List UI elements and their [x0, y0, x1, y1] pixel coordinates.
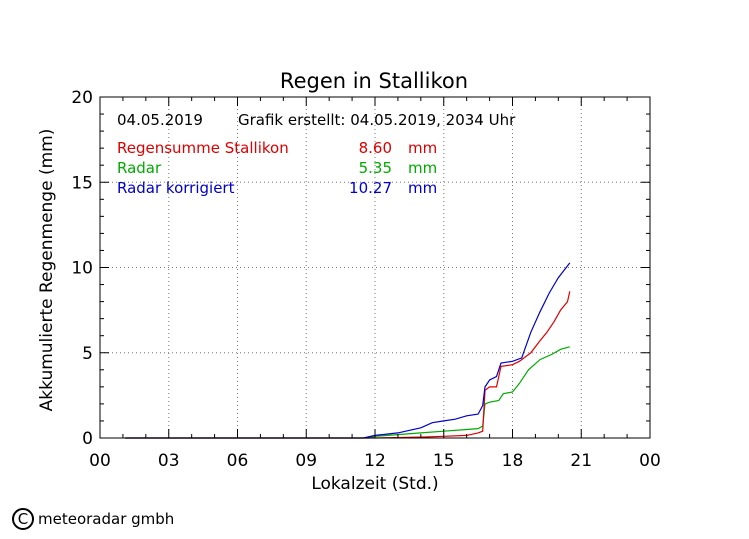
y-tick-label: 0: [82, 429, 93, 449]
footer-text: meteoradar gmbh: [38, 510, 175, 528]
series-line-regensumme-stallikon: [125, 291, 571, 439]
x-tick-label: 00: [89, 451, 111, 471]
legend-unit: mm: [408, 139, 437, 157]
legend-value: 10.27: [349, 179, 392, 197]
copyright-icon: C: [12, 508, 34, 530]
legend-label: Radar: [117, 159, 162, 177]
series-line-radar: [125, 346, 570, 439]
rain-chart: Regen in Stallikon 00 03 06 09 12 15 18 21 00 0 5…: [37, 69, 661, 494]
chart-created: Grafik erstellt: 04.05.2019, 2034 Uhr: [238, 111, 516, 129]
x-tick-label: 15: [433, 451, 455, 471]
legend-label: Regensumme Stallikon: [117, 139, 289, 157]
legend-unit: mm: [408, 179, 437, 197]
y-tick-label: 20: [71, 88, 93, 108]
data-series: [125, 262, 571, 439]
y-tick-label: 5: [82, 344, 93, 364]
x-tick-labels: 00 03 06 09 12 15 18 21 00: [89, 451, 661, 471]
footer: C meteoradar gmbh: [12, 506, 174, 532]
legend-value: 5.35: [359, 159, 392, 177]
x-tick-label: 06: [227, 451, 249, 471]
legend: Regensumme Stallikon 8.60 mm Radar 5.35 mm Rad…: [117, 139, 437, 197]
x-tick-label: 21: [570, 451, 592, 471]
y-tick-label: 10: [71, 259, 93, 279]
axis-ticks: [99, 96, 651, 439]
y-axis-label: Akkumulierte Regenmenge (mm): [37, 129, 57, 412]
chart-title: Regen in Stallikon: [280, 69, 468, 93]
x-tick-label: 00: [639, 451, 661, 471]
x-tick-label: 03: [158, 451, 180, 471]
y-tick-label: 15: [71, 173, 93, 193]
legend-unit: mm: [408, 159, 437, 177]
series-line-radar-korrigiert: [125, 262, 571, 439]
x-tick-label: 09: [295, 451, 317, 471]
chart-date: 04.05.2019: [117, 111, 203, 129]
grid-lines: [100, 97, 650, 438]
y-tick-labels: 0 5 10 15 20: [71, 88, 93, 449]
x-tick-label: 12: [364, 451, 386, 471]
legend-label: Radar korrigiert: [117, 179, 235, 197]
x-axis-label: Lokalzeit (Std.): [311, 474, 438, 494]
x-tick-label: 18: [502, 451, 524, 471]
legend-value: 8.60: [359, 139, 392, 157]
